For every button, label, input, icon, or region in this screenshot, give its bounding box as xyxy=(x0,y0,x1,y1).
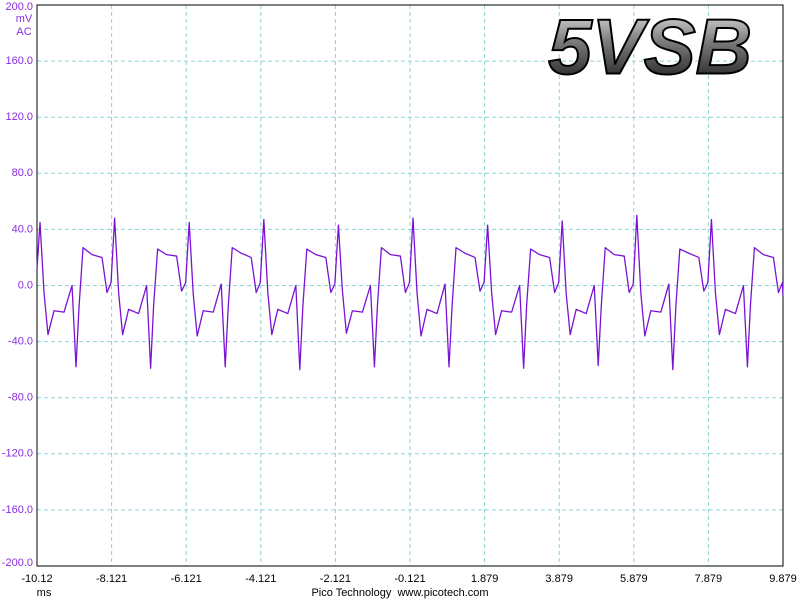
x-tick-label: 7.879 xyxy=(695,573,723,585)
y-tick-label: 80.0 xyxy=(12,167,33,179)
coupling: AC xyxy=(16,26,31,38)
x-tick-label: -6.121 xyxy=(171,573,202,585)
y-tick-label: 200.0 xyxy=(5,1,33,13)
x-unit: ms xyxy=(37,587,52,599)
x-tick-label: -4.121 xyxy=(245,573,276,585)
y-tick-label: -160.0 xyxy=(2,504,33,516)
x-tick-label: 9.879 xyxy=(769,573,797,585)
y-tick-label: -120.0 xyxy=(2,448,33,460)
trace xyxy=(36,214,784,371)
footer: Pico Technology www.picotech.com xyxy=(311,587,488,599)
x-tick-label: -2.121 xyxy=(320,573,351,585)
y-tick-label: -200.0 xyxy=(2,557,33,569)
y-tick-label: 40.0 xyxy=(12,223,33,235)
y-tick-label: 120.0 xyxy=(5,111,33,123)
x-tick-label: -0.121 xyxy=(394,573,425,585)
y-unit: mV xyxy=(16,13,33,25)
x-tick-label: 1.879 xyxy=(471,573,499,585)
y-tick-label: 0.0 xyxy=(18,279,33,291)
x-tick-label: -8.121 xyxy=(96,573,127,585)
chart-title: 5VSB xyxy=(548,3,752,91)
x-tick-label: 5.879 xyxy=(620,573,648,585)
y-tick-label: 160.0 xyxy=(5,55,33,67)
y-tick-label: -80.0 xyxy=(8,392,33,404)
x-tick-label: -10.12 xyxy=(21,573,52,585)
y-tick-label: -40.0 xyxy=(8,336,33,348)
x-tick-label: 3.879 xyxy=(545,573,573,585)
